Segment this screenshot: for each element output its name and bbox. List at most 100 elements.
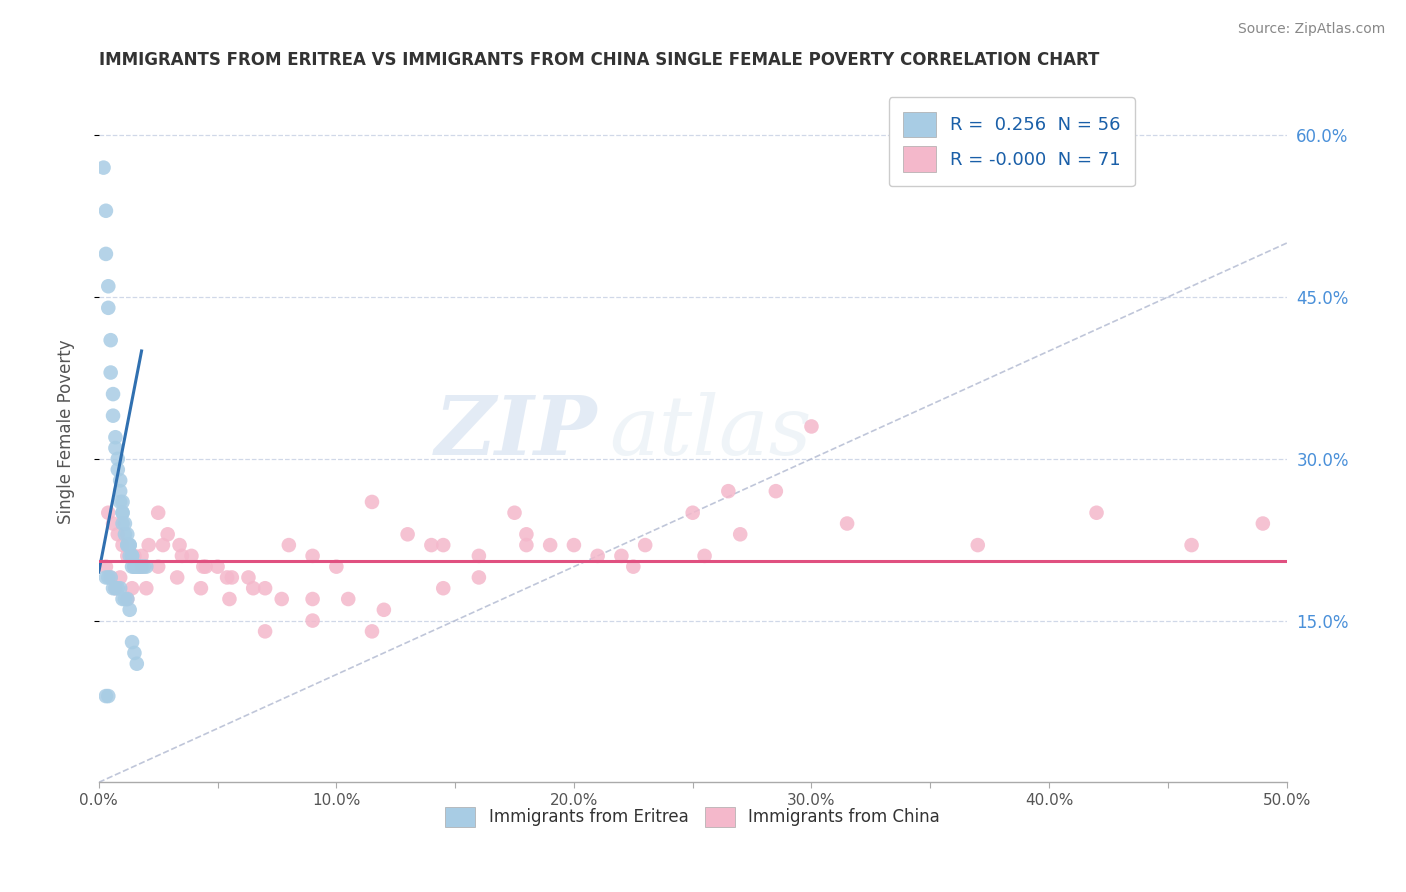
Point — [621, 559, 644, 574]
Point — [131, 559, 153, 574]
Point — [432, 581, 454, 595]
Point — [966, 538, 988, 552]
Point — [111, 592, 134, 607]
Point — [193, 559, 215, 574]
Point — [117, 592, 139, 607]
Point — [717, 484, 740, 499]
Text: atlas: atlas — [610, 392, 811, 472]
Point — [104, 581, 127, 595]
Point — [108, 474, 131, 488]
Point — [135, 581, 157, 595]
Point — [254, 581, 277, 595]
Point — [94, 203, 117, 218]
Point — [180, 549, 202, 563]
Point — [468, 570, 491, 584]
Point — [218, 592, 240, 607]
Point — [169, 538, 191, 552]
Point — [396, 527, 419, 541]
Point — [325, 559, 347, 574]
Point — [124, 549, 146, 563]
Point — [432, 538, 454, 552]
Point — [97, 570, 120, 584]
Point — [361, 624, 384, 639]
Point — [121, 559, 143, 574]
Point — [765, 484, 787, 499]
Point — [221, 570, 243, 584]
Text: Source: ZipAtlas.com: Source: ZipAtlas.com — [1237, 22, 1385, 37]
Point — [277, 538, 299, 552]
Point — [107, 462, 129, 476]
Point — [800, 419, 823, 434]
Point — [108, 570, 131, 584]
Point — [1180, 538, 1202, 552]
Point — [207, 559, 229, 574]
Point — [835, 516, 858, 531]
Point — [128, 559, 150, 574]
Point — [121, 549, 143, 563]
Point — [124, 559, 146, 574]
Point — [420, 538, 443, 552]
Text: ZIP: ZIP — [434, 392, 598, 472]
Point — [118, 603, 141, 617]
Point — [121, 549, 143, 563]
Point — [301, 614, 323, 628]
Point — [152, 538, 174, 552]
Point — [693, 549, 716, 563]
Point — [118, 549, 141, 563]
Point — [111, 516, 134, 531]
Point — [301, 592, 323, 607]
Point — [156, 527, 179, 541]
Point — [610, 549, 633, 563]
Point — [114, 527, 136, 541]
Point — [117, 527, 139, 541]
Point — [114, 516, 136, 531]
Point — [97, 689, 120, 703]
Point — [111, 538, 134, 552]
Point — [166, 570, 188, 584]
Y-axis label: Single Female Poverty: Single Female Poverty — [58, 340, 75, 524]
Point — [104, 441, 127, 455]
Point — [111, 506, 134, 520]
Point — [217, 570, 239, 584]
Point — [117, 549, 139, 563]
Point — [138, 538, 160, 552]
Point — [135, 559, 157, 574]
Point — [97, 301, 120, 315]
Point — [117, 538, 139, 552]
Point — [515, 527, 537, 541]
Legend: Immigrants from Eritrea, Immigrants from China: Immigrants from Eritrea, Immigrants from… — [439, 800, 946, 834]
Point — [121, 635, 143, 649]
Point — [108, 495, 131, 509]
Point — [148, 506, 170, 520]
Point — [538, 538, 561, 552]
Point — [117, 538, 139, 552]
Point — [125, 559, 148, 574]
Point — [301, 549, 323, 563]
Point — [682, 506, 704, 520]
Point — [254, 624, 277, 639]
Point — [121, 581, 143, 595]
Point — [104, 430, 127, 444]
Point — [101, 516, 124, 531]
Point — [586, 549, 609, 563]
Point — [128, 559, 150, 574]
Point — [170, 549, 193, 563]
Point — [125, 657, 148, 671]
Point — [100, 570, 122, 584]
Point — [728, 527, 751, 541]
Point — [108, 484, 131, 499]
Point — [94, 247, 117, 261]
Point — [107, 581, 129, 595]
Point — [94, 570, 117, 584]
Point — [148, 559, 170, 574]
Point — [132, 559, 155, 574]
Point — [97, 506, 120, 520]
Text: IMMIGRANTS FROM ERITREA VS IMMIGRANTS FROM CHINA SINGLE FEMALE POVERTY CORRELATI: IMMIGRANTS FROM ERITREA VS IMMIGRANTS FR… — [98, 51, 1099, 69]
Point — [503, 506, 526, 520]
Point — [238, 570, 260, 584]
Point — [361, 495, 384, 509]
Point — [107, 527, 129, 541]
Point — [131, 549, 153, 563]
Point — [117, 592, 139, 607]
Point — [94, 559, 117, 574]
